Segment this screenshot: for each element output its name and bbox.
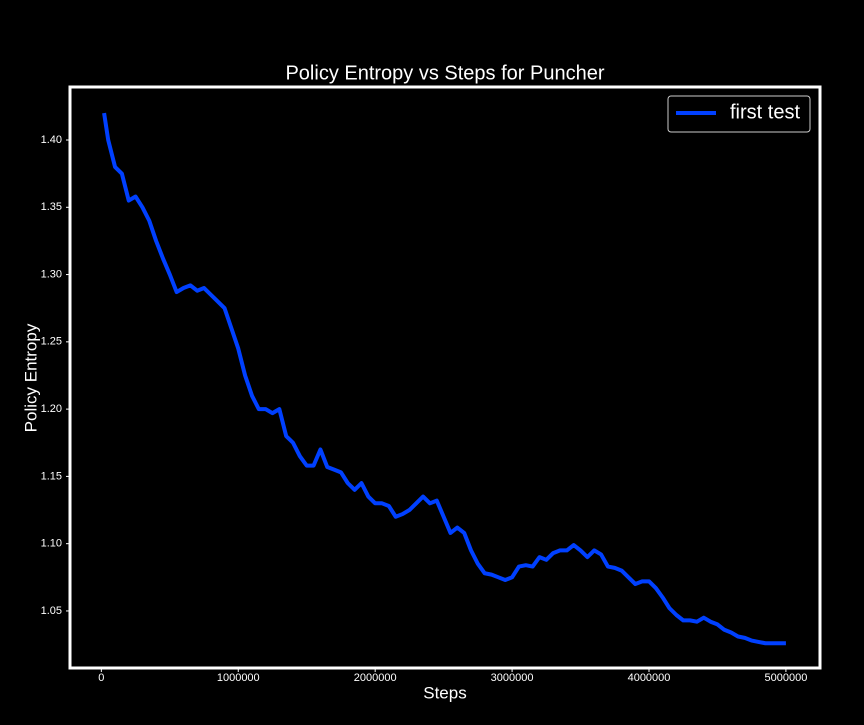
data-line <box>102 112 786 646</box>
y-tick-label: 1.25 <box>41 336 62 348</box>
y-tick-label: 1.20 <box>41 403 62 415</box>
legend-box <box>667 95 811 133</box>
plot-frame <box>68 85 822 670</box>
x-tick-label: 1000000 <box>217 672 260 684</box>
y-tick-label: 1.40 <box>41 134 62 146</box>
x-tick-label: 5000000 <box>764 672 807 684</box>
y-tick-label: 1.05 <box>41 605 62 617</box>
chart-title: Policy Entropy vs Steps for Puncher <box>285 62 604 84</box>
y-axis-label: Policy Entropy <box>21 323 40 432</box>
x-tick-label: 4000000 <box>628 672 671 684</box>
y-tick-label: 1.35 <box>41 201 62 213</box>
y-tick-label: 1.10 <box>41 538 62 550</box>
x-axis-label: Steps <box>423 683 466 702</box>
legend-label: first test <box>730 101 800 123</box>
x-tick-label: 2000000 <box>354 672 397 684</box>
y-tick-label: 1.30 <box>41 268 62 280</box>
x-tick-label: 3000000 <box>491 672 534 684</box>
x-tick-label: 0 <box>98 672 104 684</box>
y-tick-label: 1.15 <box>41 470 62 482</box>
